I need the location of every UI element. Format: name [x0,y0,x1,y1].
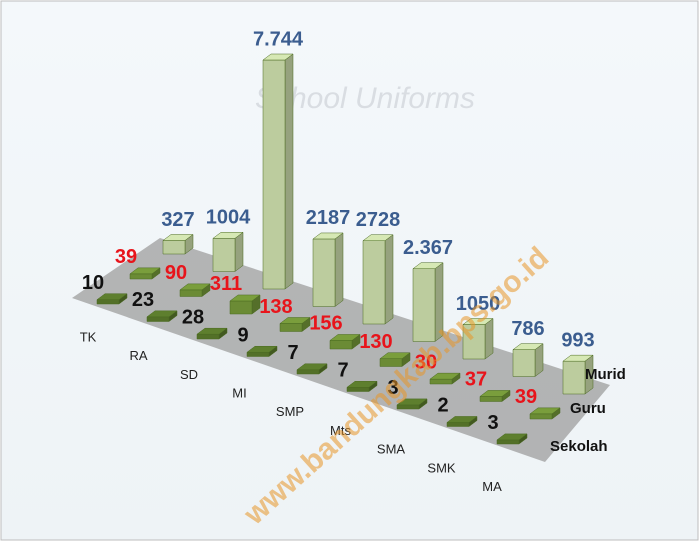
legend-label: Guru [570,400,606,417]
value-label: 2 [437,395,448,417]
value-label: 39 [115,246,137,268]
value-label: 23 [132,289,154,311]
legend-label: Sekolah [550,438,608,455]
value-label: 2.367 [403,237,453,259]
bar-front [213,238,235,271]
bar-side [285,54,293,289]
x-tick-label: TK [80,329,97,344]
value-label: 1004 [206,207,251,229]
bar-front [230,301,252,314]
value-label: 10 [82,272,104,294]
bar-side [235,232,243,271]
bar-front [513,350,535,377]
bar-side [385,235,393,324]
bar-front [130,274,152,279]
value-label: 156 [309,313,342,335]
bar-front [447,422,469,426]
bar-front [97,300,119,304]
value-label: 327 [161,209,194,231]
bar [213,232,243,271]
value-label: 39 [515,386,537,408]
bar-front [163,240,185,254]
bar-front [280,323,302,331]
bar [513,344,543,377]
legend-label: Murid [585,366,626,383]
value-label: 993 [561,329,594,351]
value-label: 28 [182,306,204,328]
value-label: 130 [359,331,392,353]
value-label: 7 [287,342,298,364]
bar-front [563,361,585,394]
value-label: 37 [465,369,487,391]
value-label: 786 [511,318,544,340]
x-tick-label: MI [232,386,246,401]
value-label: 3 [487,412,498,434]
value-label: 2728 [356,209,401,231]
x-tick-label: MA [482,479,502,494]
bar-front [497,440,519,444]
bar-side [335,233,343,307]
bar-front [297,370,319,374]
value-label: 7 [337,360,348,382]
bar-front [263,60,285,289]
value-label: 90 [165,262,187,284]
bar [163,234,193,254]
x-tick-label: RA [129,348,147,363]
bar-front [147,317,169,322]
chart: School Uniforms 32710047.744218727282.36… [0,0,699,541]
bar-front [247,352,269,356]
bar-front [530,414,552,419]
bar [263,54,293,289]
bar-front [330,340,352,349]
value-label: 7.744 [253,28,304,50]
bar-front [313,239,335,307]
value-label: 9 [237,325,248,347]
x-tick-label: SMA [377,442,406,457]
value-label: 138 [259,296,292,318]
bar [230,295,260,314]
x-tick-label: SMP [276,404,304,419]
bar-front [397,405,419,409]
bar-front [197,334,219,339]
x-tick-label: SD [180,367,198,382]
page: {"chart_data": {"type": "bar3d", "backgr… [0,0,699,541]
bar [313,233,343,307]
bar-front [430,379,452,384]
value-label: 2187 [306,207,351,229]
bar [363,235,393,324]
bar-front [363,241,385,324]
x-tick-label: SMK [427,460,456,475]
bar-front [480,396,502,401]
value-label: 311 [210,273,242,295]
bar-front [180,290,202,297]
bar-front [413,269,435,342]
